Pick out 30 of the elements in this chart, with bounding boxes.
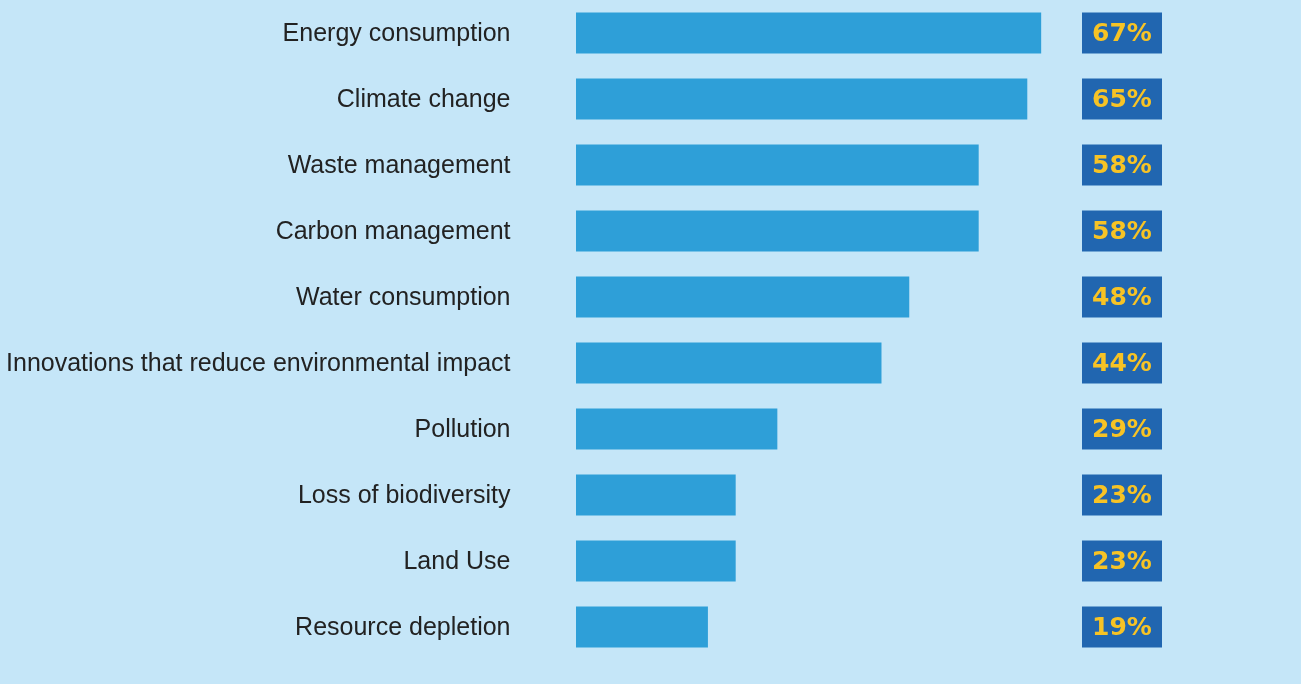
data-label: 65% (1092, 84, 1152, 113)
y-tick-label: Resource depletion (295, 612, 511, 640)
data-label: 67% (1092, 18, 1152, 47)
data-label: 58% (1092, 216, 1152, 245)
y-tick-label: Climate change (336, 84, 511, 112)
y-tick-label: Carbon management (275, 216, 511, 244)
y-tick-label: Land Use (403, 546, 511, 574)
bar (576, 144, 979, 186)
bar (576, 12, 1042, 54)
y-tick-label: Water consumption (296, 282, 511, 310)
y-tick-label: Waste management (287, 150, 511, 178)
data-label: 58% (1092, 150, 1152, 179)
data-label: 23% (1092, 546, 1152, 575)
data-label: 48% (1092, 282, 1152, 311)
data-label: 44% (1092, 348, 1152, 377)
data-label: 19% (1092, 612, 1152, 641)
bar (576, 540, 736, 582)
bar (576, 408, 778, 450)
data-label: 29% (1092, 414, 1152, 443)
bar (576, 342, 882, 384)
bar (576, 210, 979, 252)
bar (576, 606, 708, 648)
y-tick-label: Innovations that reduce environmental impact (6, 348, 511, 376)
bar (576, 276, 910, 318)
y-tick-label: Pollution (414, 414, 511, 442)
bar (576, 78, 1028, 120)
bar (576, 474, 736, 516)
data-label: 23% (1092, 480, 1152, 509)
y-tick-label: Energy consumption (282, 18, 511, 46)
y-tick-label: Loss of biodiversity (297, 480, 511, 508)
